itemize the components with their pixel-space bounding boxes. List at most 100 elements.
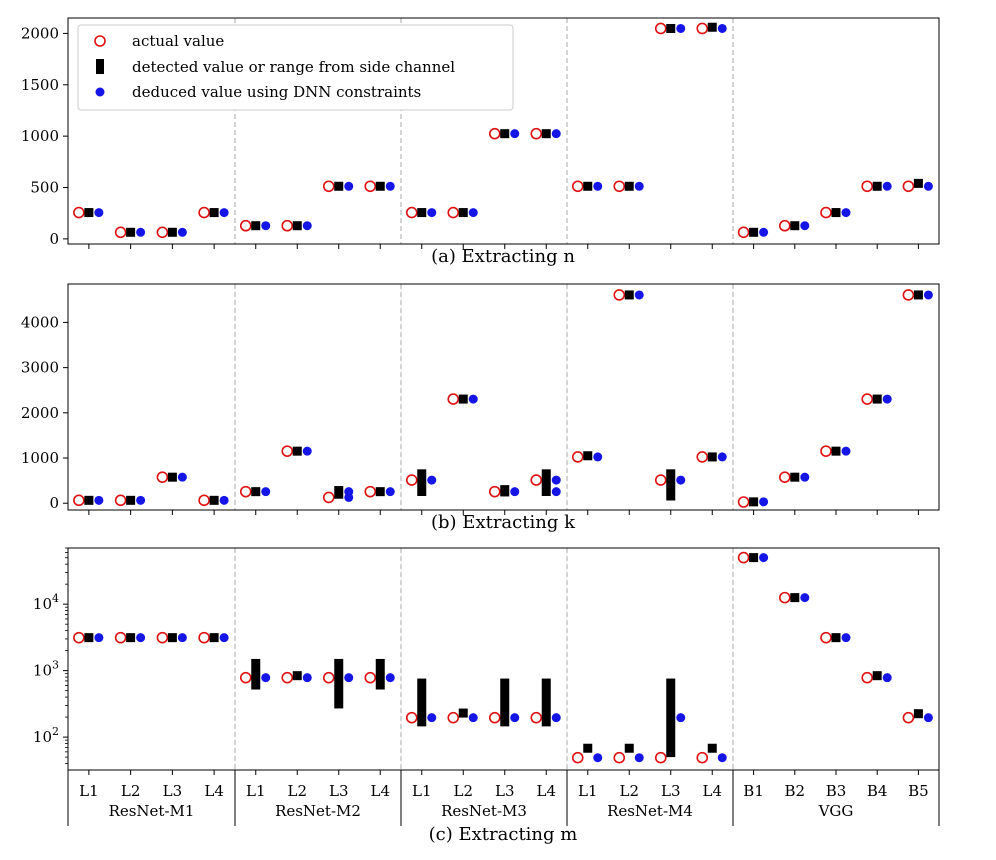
detected-value-marker [292,446,302,456]
panel-b-title: (b) Extracting k [431,512,576,533]
deduced-value-marker [923,181,933,191]
deduced-value-marker [177,227,187,237]
detected-range-marker [334,486,344,499]
actual-value-marker [778,219,791,232]
actual-value-marker [447,206,460,219]
x-tick-label: L2 [287,782,307,800]
detected-value-marker [84,495,94,505]
actual-value-marker [198,206,210,219]
detected-value-marker [749,553,759,563]
group-label: ResNet-M2 [275,802,361,820]
actual-value-marker [488,711,501,724]
group-label: ResNet-M3 [441,802,527,820]
actual-value-marker [73,631,85,644]
detected-value-marker [913,178,923,188]
deduced-value-marker [344,487,354,497]
x-tick-label: L2 [121,782,141,800]
actual-value-marker [322,180,335,193]
deduced-value-marker [136,495,146,505]
actual-value-marker [613,289,626,301]
detected-value-marker [831,633,841,643]
detected-value-marker [458,708,468,718]
deduced-value-marker [385,673,395,683]
detected-value-marker [707,22,717,32]
actual-value-marker [405,711,418,724]
panel-b-frame [67,283,940,511]
x-tick-label: L4 [536,782,556,800]
deduced-value-marker [882,394,892,404]
deduced-value-marker [759,227,769,237]
actual-value-marker [156,471,169,483]
deduced-value-marker [468,208,478,218]
detected-range-marker [417,469,427,496]
actual-value-marker [281,671,294,684]
actual-value-marker [322,491,335,504]
x-tick-label: L2 [453,782,473,800]
deduced-value-marker [302,221,312,231]
actual-value-marker [447,711,460,724]
detected-value-marker [209,633,219,643]
deduced-value-marker [94,495,104,505]
detected-value-marker [872,181,882,191]
panel-c-frame [67,547,940,771]
deduced-value-marker [94,208,104,218]
detected-value-marker [167,227,177,237]
detected-range-marker [251,658,261,690]
actual-value-marker [820,445,832,457]
detected-value-marker [126,633,136,643]
detected-range-marker [417,678,427,727]
actual-value-marker [571,180,584,193]
y-tick-label: 0 [49,230,59,248]
deduced-value-marker [261,673,271,683]
deduced-value-marker [882,673,892,683]
detected-value-marker [292,221,302,231]
x-tick-label: L3 [495,782,515,800]
legend-deduced-marker [95,87,105,97]
actual-value-marker [820,206,832,219]
legend-detected-marker [96,59,104,74]
detected-value-marker [624,181,634,191]
detected-value-marker [872,671,882,681]
deduced-value-marker [717,23,727,33]
actual-value-marker [820,631,832,644]
deduced-value-marker [841,446,851,456]
x-tick-label: L4 [370,782,390,800]
detected-value-marker [749,227,759,237]
actual-value-marker [737,226,750,239]
actual-value-marker [281,219,294,232]
panel-a: 0 500 1000 1500 2000 (a) Extracting n [21,17,940,267]
deduced-value-marker [136,633,146,643]
x-tick-label: L4 [702,782,722,800]
deduced-value-marker [676,475,686,485]
actual-value-marker [405,474,418,486]
x-tick-label: B3 [826,782,847,800]
deduced-value-marker [551,713,561,723]
legend-actual-marker [94,35,106,47]
deduced-value-marker [219,495,229,505]
deduced-value-marker [841,208,851,218]
detected-value-marker [790,472,800,482]
detected-range-marker [666,469,676,501]
deduced-value-marker [302,446,312,456]
detected-value-marker [167,633,177,643]
actual-value-marker [571,451,584,463]
x-tick-label: L3 [163,782,183,800]
y-tick-label: 2000 [21,24,59,42]
detected-value-marker [126,495,136,505]
actual-value-marker [654,474,667,486]
detected-value-marker [583,181,593,191]
detected-range-marker [500,678,510,727]
detected-value-marker [707,452,717,462]
panel-a-title: (a) Extracting n [431,246,575,267]
detected-range-marker [666,678,676,758]
detected-value-marker [251,221,261,231]
actual-value-marker [239,219,252,232]
deduced-value-marker [427,713,437,723]
y-tick-label: 0 [49,494,59,512]
detected-value-marker [334,181,344,191]
y-tick-label: 2000 [21,404,59,422]
actual-value-marker [114,494,127,507]
y-tick-label: 500 [30,179,59,197]
detected-value-marker [458,394,468,404]
detected-value-marker [84,633,94,643]
